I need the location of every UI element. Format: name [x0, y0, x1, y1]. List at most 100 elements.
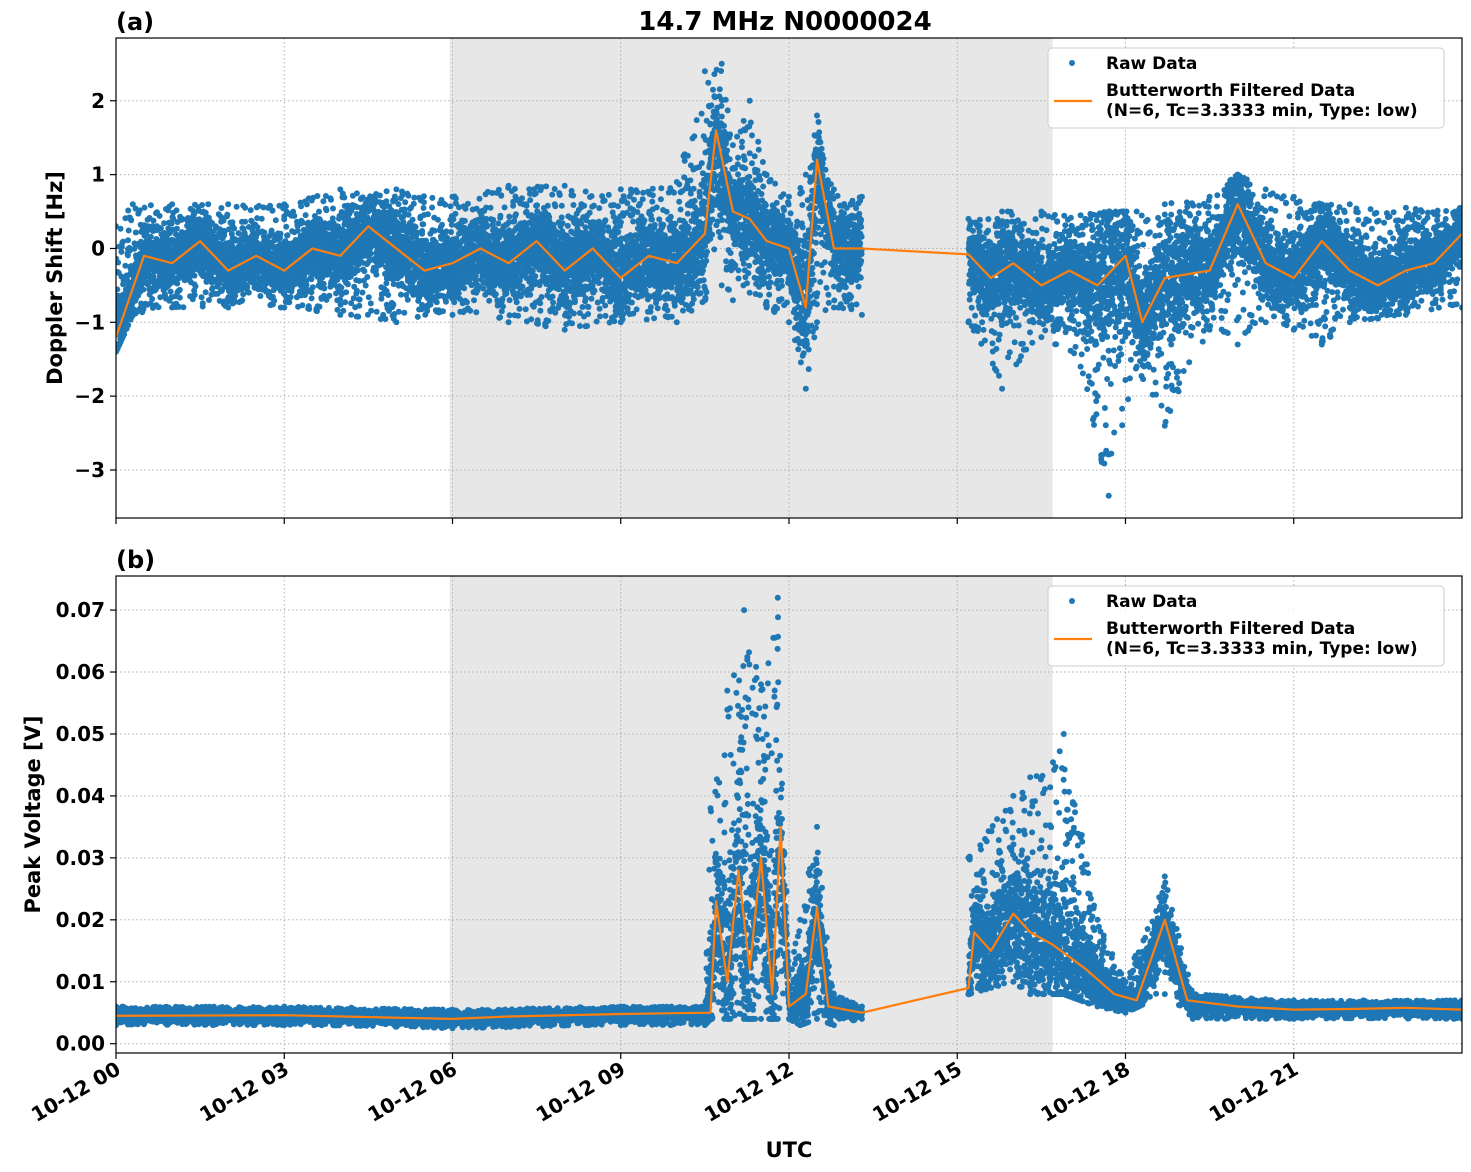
- raw-data-point: [506, 213, 513, 220]
- raw-data-point: [150, 273, 157, 280]
- raw-data-point: [338, 284, 345, 291]
- raw-data-point: [424, 307, 431, 314]
- raw-data-point: [383, 198, 390, 205]
- raw-data-point: [359, 289, 366, 296]
- raw-data-point: [120, 238, 127, 245]
- raw-data-point: [299, 302, 306, 309]
- raw-data-point: [497, 212, 504, 219]
- raw-data-point: [364, 274, 371, 280]
- raw-data-point: [235, 230, 242, 237]
- raw-data-point: [486, 297, 493, 304]
- raw-data-point: [515, 312, 522, 319]
- raw-data-point: [167, 288, 174, 295]
- raw-data-point: [367, 250, 374, 257]
- raw-data-point: [320, 198, 327, 205]
- raw-data-point: [232, 298, 238, 305]
- raw-data-point: [330, 205, 336, 212]
- raw-data-point: [401, 309, 408, 316]
- raw-data-point: [342, 299, 349, 306]
- raw-data-point: [538, 294, 545, 300]
- raw-data-point: [513, 299, 520, 306]
- raw-data-point: [125, 237, 131, 244]
- raw-data-point: [149, 296, 156, 302]
- raw-data-point: [429, 194, 436, 201]
- raw-data-point: [118, 243, 125, 250]
- raw-data-point: [283, 223, 290, 230]
- raw-data-point: [511, 185, 518, 192]
- raw-data-point: [334, 306, 341, 313]
- raw-data-point: [286, 299, 293, 306]
- raw-data-point: [420, 221, 427, 228]
- raw-data-point: [314, 193, 321, 199]
- raw-data-point: [405, 211, 412, 218]
- raw-data-point: [202, 289, 209, 296]
- raw-data-point: [206, 297, 212, 303]
- raw-data-point: [132, 229, 139, 236]
- raw-data-point: [404, 296, 411, 303]
- raw-data-point: [523, 202, 530, 209]
- raw-data-point: [126, 247, 133, 254]
- raw-data-series: [116, 60, 1462, 499]
- raw-data-point: [163, 235, 170, 242]
- raw-data-point: [258, 215, 265, 222]
- raw-data-point: [420, 193, 427, 200]
- raw-data-point: [385, 292, 392, 298]
- raw-data-point: [420, 205, 427, 211]
- raw-data-point: [439, 221, 445, 228]
- raw-data-point: [401, 206, 408, 213]
- raw-data-point: [261, 229, 268, 236]
- raw-data-point: [461, 217, 468, 224]
- raw-data-point: [277, 230, 284, 237]
- raw-data-point: [176, 303, 182, 310]
- raw-data-point: [173, 225, 180, 232]
- raw-data-point: [455, 290, 462, 297]
- raw-data-point: [476, 195, 483, 202]
- raw-data-point: [535, 320, 541, 327]
- raw-data-point: [209, 285, 216, 292]
- raw-data-point: [471, 297, 477, 304]
- raw-data-point: [232, 292, 239, 299]
- raw-data-point: [382, 316, 389, 322]
- raw-data-point: [448, 229, 454, 235]
- raw-data-point: [383, 188, 390, 195]
- raw-data-point: [433, 299, 440, 306]
- raw-data-point: [138, 300, 145, 307]
- raw-data-point: [122, 262, 129, 269]
- raw-data-point: [125, 322, 132, 329]
- raw-data-point: [448, 221, 455, 228]
- raw-data-point: [125, 227, 132, 234]
- raw-data-point: [528, 316, 535, 323]
- raw-data-point: [239, 297, 246, 304]
- raw-data-point: [419, 230, 426, 237]
- raw-data-point: [367, 300, 374, 307]
- raw-data-point: [361, 268, 368, 275]
- raw-data-point: [271, 297, 278, 304]
- raw-data-point: [147, 202, 154, 209]
- raw-data-point: [224, 211, 231, 218]
- raw-data-point: [512, 211, 519, 218]
- raw-data-point: [424, 211, 431, 218]
- raw-data-point: [231, 225, 238, 232]
- raw-data-point: [519, 195, 525, 202]
- raw-data-point: [291, 212, 298, 219]
- raw-data-point: [527, 197, 534, 204]
- raw-data-point: [117, 225, 124, 232]
- raw-data-point: [490, 216, 497, 223]
- raw-data-point: [303, 201, 310, 208]
- raw-data-point: [373, 271, 380, 278]
- raw-data-point: [168, 220, 175, 227]
- raw-data-point: [495, 220, 502, 227]
- raw-data-point: [344, 281, 351, 288]
- raw-data-point: [495, 186, 502, 193]
- raw-data-point: [402, 199, 409, 206]
- raw-data-point: [257, 293, 264, 299]
- raw-data-point: [306, 306, 313, 312]
- raw-data-point: [125, 207, 132, 214]
- raw-data-point: [118, 248, 125, 255]
- raw-data-point: [176, 286, 183, 293]
- raw-data-point: [451, 299, 458, 306]
- raw-data-point: [269, 207, 276, 214]
- raw-data-point: [140, 306, 147, 313]
- raw-data-point: [440, 308, 446, 315]
- raw-data-point: [450, 216, 457, 223]
